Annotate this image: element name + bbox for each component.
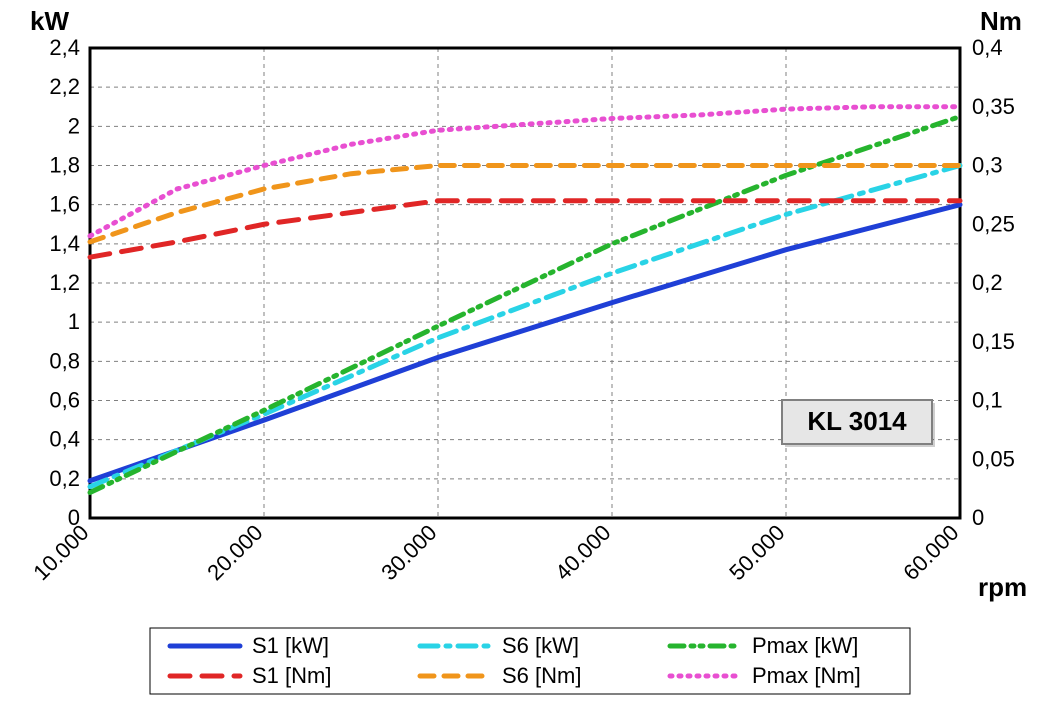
legend-label-s6_nm: S6 [Nm] [502,663,581,688]
ytick-left: 2 [68,113,80,138]
legend-label-pmax_kw: Pmax [kW] [752,633,858,658]
ytick-right: 0,3 [972,153,1003,178]
ytick-left: 2,2 [49,74,80,99]
legend-label-s1_kw: S1 [kW] [252,633,329,658]
legend-label-s1_nm: S1 [Nm] [252,663,331,688]
chart-svg: KL 3014 kW Nm rpm 0 0,2 0,4 0,6 0,8 1 1,2 1,4 1,6 1,8… [0,0,1039,708]
y-left-title: kW [30,6,69,36]
ytick-left: 0,8 [49,348,80,373]
ytick-left: 2,4 [49,35,80,60]
ytick-left: 1 [68,309,80,334]
ytick-right: 0,15 [972,329,1015,354]
y-right-title: Nm [980,6,1022,36]
ytick-right: 0,35 [972,94,1015,119]
legend-label-pmax_nm: Pmax [Nm] [752,663,861,688]
model-label: KL 3014 [807,406,907,436]
ytick-right: 0,05 [972,446,1015,471]
ytick-right: 0 [972,505,984,530]
ytick-left: 1,2 [49,270,80,295]
legend-label-s6_kw: S6 [kW] [502,633,579,658]
ytick-left: 1,8 [49,153,80,178]
x-title: rpm [978,572,1027,602]
ytick-left: 1,4 [49,231,80,256]
ytick-right: 0,4 [972,35,1003,60]
ytick-left: 1,6 [49,192,80,217]
ytick-left: 0,6 [49,388,80,413]
ytick-left: 0,4 [49,427,80,452]
ytick-left: 0,2 [49,466,80,491]
ytick-right: 0,25 [972,211,1015,236]
chart-container: KL 3014 kW Nm rpm 0 0,2 0,4 0,6 0,8 1 1,2 1,4 1,6 1,8… [0,0,1039,708]
ytick-right: 0,1 [972,388,1003,413]
ytick-right: 0,2 [972,270,1003,295]
